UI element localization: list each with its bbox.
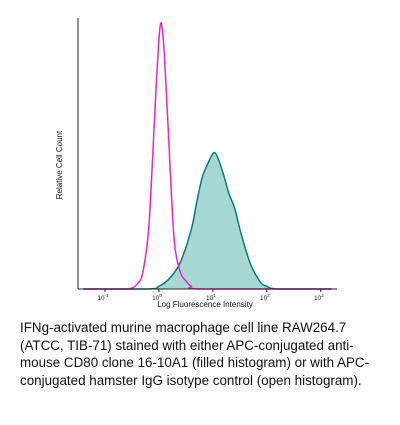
x-tick-label: 101 bbox=[206, 293, 216, 302]
histogram-chart: 10-1 100 101 102 103 Log Fluorescence Intens… bbox=[55, 18, 337, 309]
x-tick-label: 10-1 bbox=[97, 293, 109, 302]
y-axis-title: Relative Cell Count bbox=[55, 130, 64, 199]
filled-histogram-line bbox=[83, 151, 332, 290]
x-axis-title: Log Fluorescence Intensity bbox=[157, 300, 253, 309]
x-tick-label: 100 bbox=[152, 293, 162, 302]
filled-histogram-area bbox=[83, 152, 332, 289]
figure-caption: IFNg-activated murine macrophage cell li… bbox=[20, 320, 370, 388]
open-histogram-line bbox=[83, 22, 332, 290]
x-axis-ticks: 10-1 100 101 102 103 bbox=[97, 289, 324, 302]
x-tick-label: 102 bbox=[260, 293, 270, 302]
plot-area bbox=[83, 22, 332, 290]
x-tick-label: 103 bbox=[314, 293, 324, 302]
